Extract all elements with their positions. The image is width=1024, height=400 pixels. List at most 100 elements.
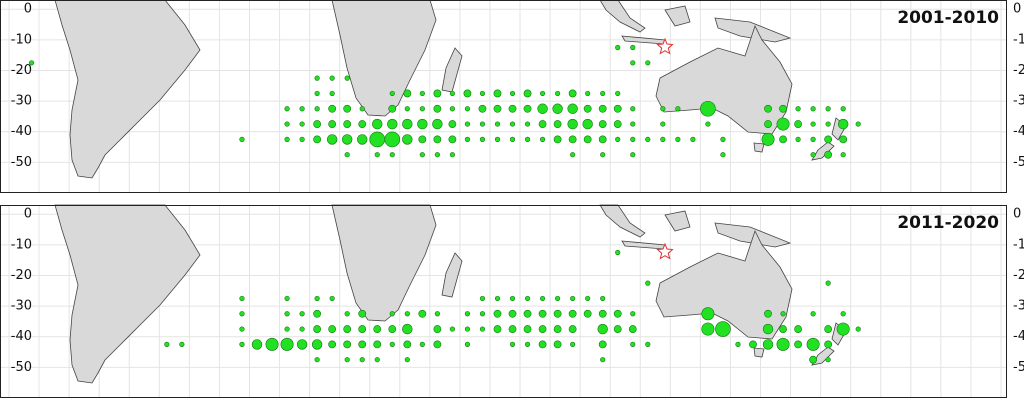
bubble xyxy=(389,341,395,347)
bubble xyxy=(299,136,305,142)
bubble xyxy=(357,134,368,145)
bubble xyxy=(567,103,578,114)
bubble xyxy=(463,89,472,98)
bubble xyxy=(464,136,471,142)
bubble xyxy=(583,135,592,144)
bubble xyxy=(538,340,547,349)
bubble xyxy=(479,326,486,332)
bubble xyxy=(251,339,263,350)
bubble xyxy=(615,249,621,256)
bubble xyxy=(524,121,531,127)
bubble xyxy=(449,90,455,97)
bubble xyxy=(389,311,395,317)
y-tick-label-right: 0 xyxy=(1013,207,1021,222)
bubble xyxy=(284,106,290,112)
y-tick-label-right: -50 xyxy=(1013,155,1024,170)
y-tick-label-right: -30 xyxy=(1013,299,1024,314)
bubble xyxy=(809,355,818,364)
bubble xyxy=(810,106,816,112)
bubble xyxy=(344,152,350,158)
bubble xyxy=(839,135,848,144)
bubble xyxy=(313,325,322,333)
bubble xyxy=(374,152,380,158)
bubble xyxy=(314,357,320,363)
bubble xyxy=(419,152,425,158)
bubble xyxy=(660,121,666,127)
bubble xyxy=(418,309,427,318)
bubble xyxy=(585,90,591,97)
bubble xyxy=(448,120,457,128)
bubble xyxy=(630,106,636,112)
bubble xyxy=(720,152,726,158)
bubble xyxy=(570,152,576,158)
bubble xyxy=(464,326,471,332)
bubble xyxy=(824,340,833,349)
bubble xyxy=(403,340,412,349)
bubble xyxy=(568,325,577,333)
bubble xyxy=(539,90,546,97)
bubble xyxy=(538,325,547,333)
bubble xyxy=(404,357,410,363)
bubble xyxy=(372,118,383,130)
y-tick-label-right: -10 xyxy=(1013,32,1024,47)
bubble xyxy=(344,311,350,317)
bubble xyxy=(840,106,846,112)
bubble xyxy=(735,341,741,347)
bubble xyxy=(600,152,606,158)
bubble xyxy=(824,150,833,159)
bubble xyxy=(464,311,471,317)
bubble xyxy=(328,325,337,333)
bubble xyxy=(613,309,622,318)
bubble xyxy=(284,295,290,302)
bubble xyxy=(449,152,455,158)
bubble xyxy=(389,152,395,158)
bubble xyxy=(795,136,801,142)
bubble xyxy=(660,136,666,142)
bubble xyxy=(493,325,502,333)
bubble xyxy=(343,325,352,333)
bubble xyxy=(387,118,398,130)
bubble xyxy=(645,60,651,66)
bubble xyxy=(568,89,577,98)
bubble xyxy=(509,341,516,347)
bubble xyxy=(479,136,486,142)
y-tick-label-left: -30 xyxy=(11,299,32,314)
bubble xyxy=(493,309,502,318)
bubble xyxy=(855,326,861,332)
bubble xyxy=(419,90,425,97)
y-tick-label-left: 0 xyxy=(24,207,32,222)
bubble xyxy=(314,106,320,112)
y-tick-label-right: -20 xyxy=(1013,63,1024,78)
bubble xyxy=(700,100,716,117)
bubble xyxy=(164,341,170,347)
bubble xyxy=(600,295,606,302)
bubble xyxy=(433,340,442,349)
bubble xyxy=(343,104,352,113)
bubble xyxy=(239,136,245,142)
bubble xyxy=(780,311,786,317)
bubble xyxy=(311,339,323,350)
bubble xyxy=(585,295,591,302)
bubble xyxy=(762,339,774,350)
bubble xyxy=(359,106,365,112)
bubble xyxy=(701,322,715,336)
bubble xyxy=(374,357,380,363)
y-tick-label-left: -10 xyxy=(11,32,32,47)
bubble xyxy=(600,90,606,97)
bubble xyxy=(523,89,532,98)
bubble xyxy=(479,121,486,127)
bubble xyxy=(836,322,850,336)
bubble xyxy=(761,132,775,146)
bubble xyxy=(508,309,517,318)
bubble xyxy=(630,152,636,158)
bubble xyxy=(613,104,622,113)
bubble xyxy=(417,118,428,130)
bubble xyxy=(538,120,547,128)
bubble xyxy=(701,307,715,321)
bubble xyxy=(825,280,831,286)
bubble xyxy=(509,121,516,127)
bubble xyxy=(313,120,322,128)
bubble xyxy=(326,134,338,145)
panel-title: 2001-2010 xyxy=(897,8,999,28)
